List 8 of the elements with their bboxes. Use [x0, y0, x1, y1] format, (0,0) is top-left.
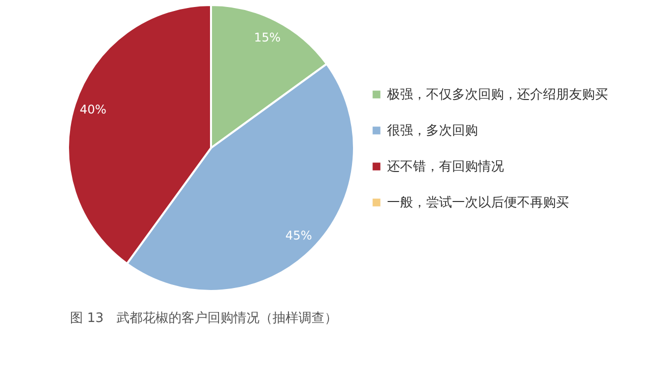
data-label: 45% — [285, 228, 312, 243]
data-label: 15% — [254, 30, 281, 45]
legend-label: 很强，多次回购 — [387, 124, 478, 138]
text: 图 13 武都花椒的客户回购情况（抽样调查） — [70, 310, 338, 326]
legend-label: 还不错，有回购情况 — [387, 160, 504, 174]
legend-label: 极强，不仅多次回购，还介绍朋友购买 — [386, 88, 608, 102]
legend-label: 一般，尝试一次以后便不再购买 — [387, 196, 569, 210]
data-label: 40% — [80, 102, 106, 117]
